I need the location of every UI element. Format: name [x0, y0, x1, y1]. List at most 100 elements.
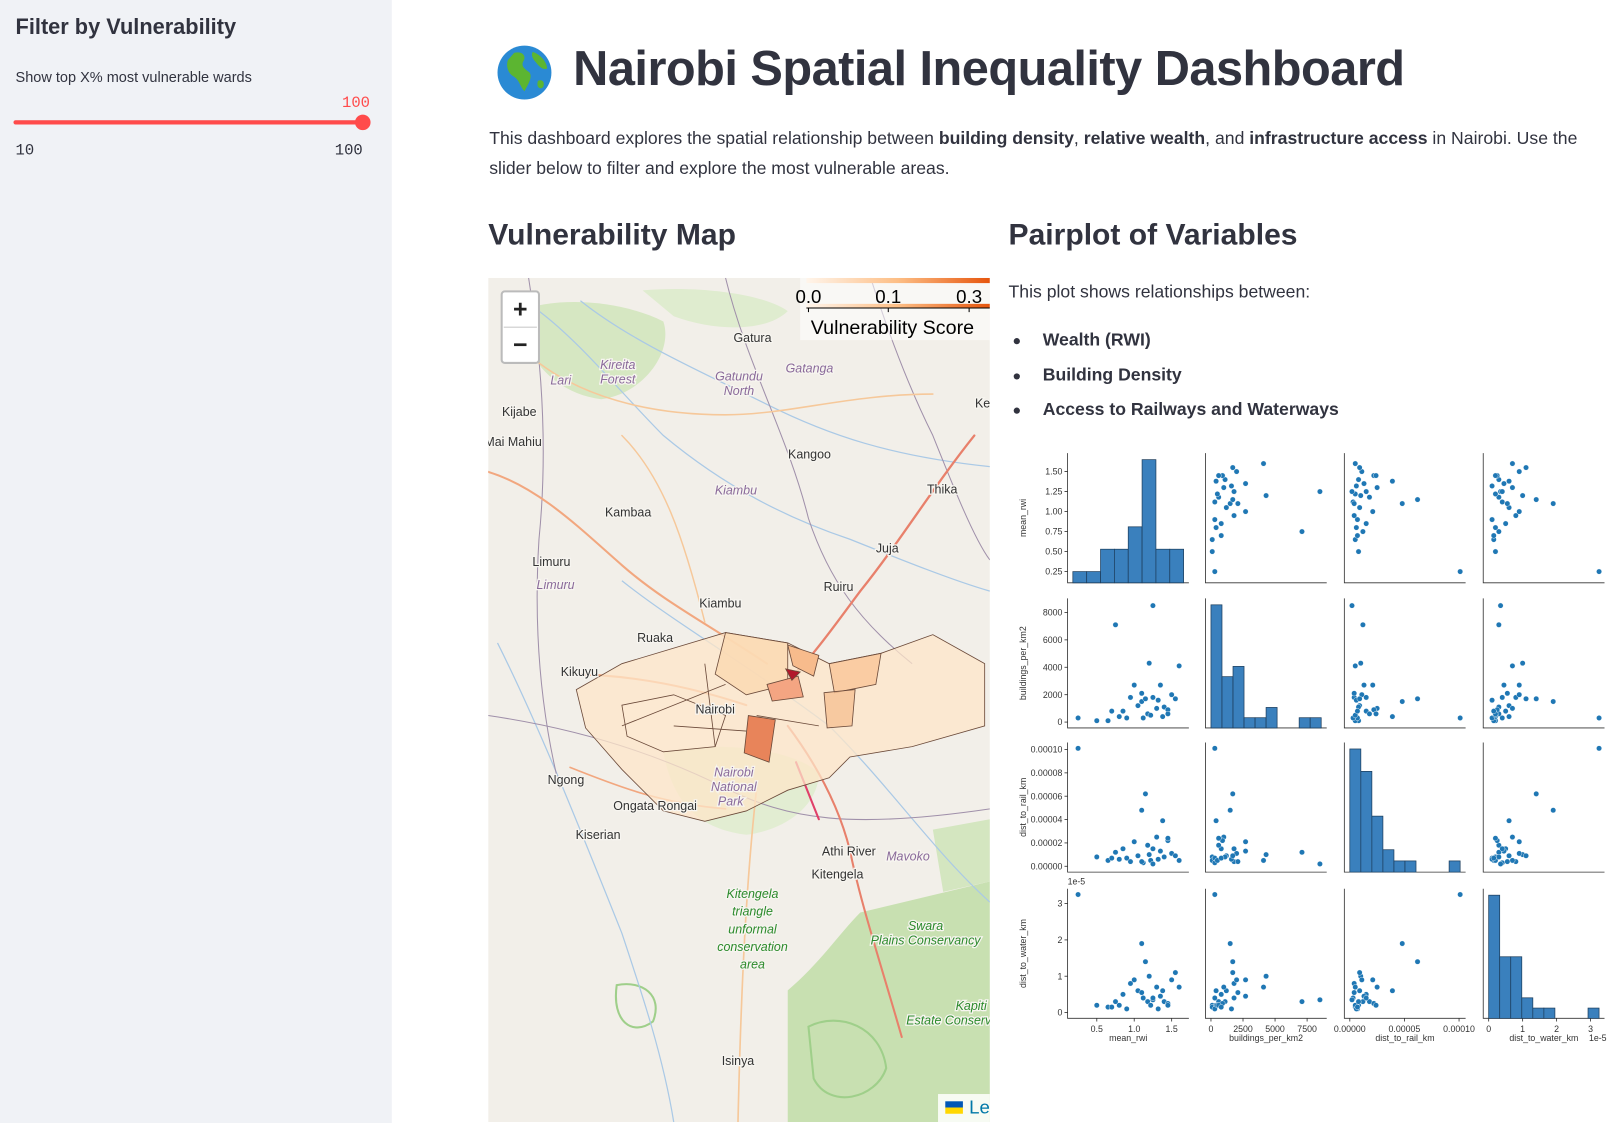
- scatter-point: [1499, 694, 1506, 701]
- scatter-point: [1533, 496, 1540, 503]
- scatter-point: [1352, 460, 1359, 467]
- scatter-point: [1209, 536, 1216, 543]
- scatter-point: [1153, 705, 1160, 712]
- y-tick-label: 0.75: [1045, 527, 1062, 537]
- bullet-item: Wealth (RWI): [1009, 330, 1339, 365]
- scatter-point: [1357, 660, 1364, 667]
- scatter-point: [1550, 500, 1557, 507]
- scatter-point: [1509, 460, 1516, 467]
- place-label: Kenol: [975, 397, 990, 411]
- y-tick-label: 2: [1058, 935, 1063, 945]
- scatter-point: [1358, 976, 1365, 983]
- hist-bar: [1243, 717, 1256, 729]
- scatter-point: [1512, 512, 1519, 519]
- axis-line: [1205, 742, 1327, 873]
- y-tick-label: 0.00006: [1031, 791, 1063, 801]
- sidebar: Filter by Vulnerability Show top X% most…: [0, 0, 392, 1123]
- scatter-point: [1489, 697, 1495, 704]
- colorbar-tick-label: 0.3: [956, 286, 982, 307]
- place-label: Limuru: [537, 578, 575, 592]
- zoom-in[interactable]: +: [513, 296, 528, 324]
- slider-label: Show top X% most vulnerable wards: [15, 68, 252, 86]
- x-tick-label: 1.0: [1128, 1024, 1140, 1034]
- scatter-point: [1550, 698, 1557, 705]
- scatter-point: [1093, 1002, 1100, 1009]
- scatter-point: [1363, 995, 1370, 1001]
- scatter-point: [1389, 987, 1396, 994]
- scatter-point: [1213, 987, 1219, 994]
- scatter-point: [1509, 857, 1516, 864]
- scatter-point: [1229, 496, 1236, 503]
- axis-line: [1067, 888, 1189, 1019]
- scatter-point: [1490, 855, 1497, 862]
- pairplot-description: This plot shows relationships between:: [1008, 282, 1311, 302]
- attribution-link[interactable]: Leaflet: [969, 1097, 990, 1118]
- scatter-point: [1366, 710, 1373, 717]
- x-axis-label: buildings_per_km2: [1229, 1033, 1303, 1043]
- place-label: area: [740, 958, 765, 972]
- scatter-point: [1116, 713, 1123, 720]
- scatter-point: [1211, 568, 1218, 575]
- slider-thumb[interactable]: [355, 114, 371, 131]
- scatter-point: [1495, 528, 1502, 535]
- x-axis-label: mean_rwi: [1109, 1033, 1147, 1043]
- scatter-point: [1215, 472, 1222, 479]
- place-label: Limuru: [532, 555, 570, 569]
- place-label: conservation: [717, 940, 788, 954]
- intro-segment: relative wealth: [1083, 128, 1206, 149]
- scatter-point: [1492, 491, 1499, 497]
- scatter-point: [1150, 861, 1156, 867]
- scatter-point: [1501, 480, 1507, 487]
- scatter-point: [1523, 695, 1529, 702]
- scatter-point: [1176, 984, 1183, 991]
- scatter-point: [1233, 468, 1240, 475]
- x-axis-label: dist_to_rail_km: [1375, 1033, 1434, 1043]
- x-tick-label: 0.00010: [1443, 1024, 1475, 1034]
- scatter-point: [1492, 524, 1499, 531]
- slider[interactable]: 100 10 100: [0, 91, 392, 164]
- colorbar: 0.0 0.1 0.3 Vulnerability Score: [796, 277, 990, 341]
- scatter-point: [1495, 621, 1502, 628]
- scatter-point: [1142, 790, 1149, 797]
- place-label: Kangoo: [788, 447, 831, 461]
- x-tick-label: 1.5: [1166, 1024, 1178, 1034]
- place-label: Kitengela: [727, 887, 779, 901]
- scatter-point: [1155, 856, 1162, 863]
- scatter-point: [1146, 973, 1153, 980]
- scatter-point: [1108, 1004, 1115, 1010]
- zoom-out[interactable]: −: [513, 331, 528, 359]
- scatter-point: [1497, 861, 1504, 867]
- hist-bar: [1448, 860, 1461, 873]
- scatter-point: [1157, 848, 1164, 855]
- scatter-point: [1123, 1005, 1130, 1012]
- scatter-point: [1159, 817, 1166, 824]
- axis-line: [1067, 598, 1189, 729]
- scatter-point: [1361, 480, 1367, 487]
- scatter-point: [1227, 940, 1234, 947]
- scatter-point: [1263, 973, 1269, 980]
- scatter-point: [1142, 958, 1149, 965]
- scatter-point: [1213, 478, 1219, 485]
- y-tick-label: 4000: [1043, 662, 1063, 672]
- scatter-point: [1147, 712, 1154, 719]
- place-label: Ruaka: [637, 631, 673, 645]
- y-tick-label: 0.25: [1045, 567, 1062, 577]
- scatter-point: [1457, 715, 1464, 721]
- place-label: Athi River: [822, 845, 876, 859]
- axis-line: [1482, 742, 1605, 873]
- scatter-point: [1112, 998, 1119, 1005]
- scatter-point: [1389, 478, 1396, 485]
- scatter-point: [1490, 708, 1497, 715]
- place-label: Kiambu: [699, 597, 741, 611]
- ward-polygons: [575, 632, 986, 822]
- scatter-point: [1131, 838, 1138, 845]
- scatter-point: [1414, 695, 1421, 702]
- y-axis-label: dist_to_water_km: [1018, 919, 1028, 988]
- hist-bar: [1141, 459, 1157, 584]
- x-tick-label: 2500: [1233, 1024, 1253, 1034]
- scatter-point: [1231, 488, 1237, 495]
- place-label: Kireita: [600, 358, 635, 372]
- scatter-point: [1317, 996, 1323, 1003]
